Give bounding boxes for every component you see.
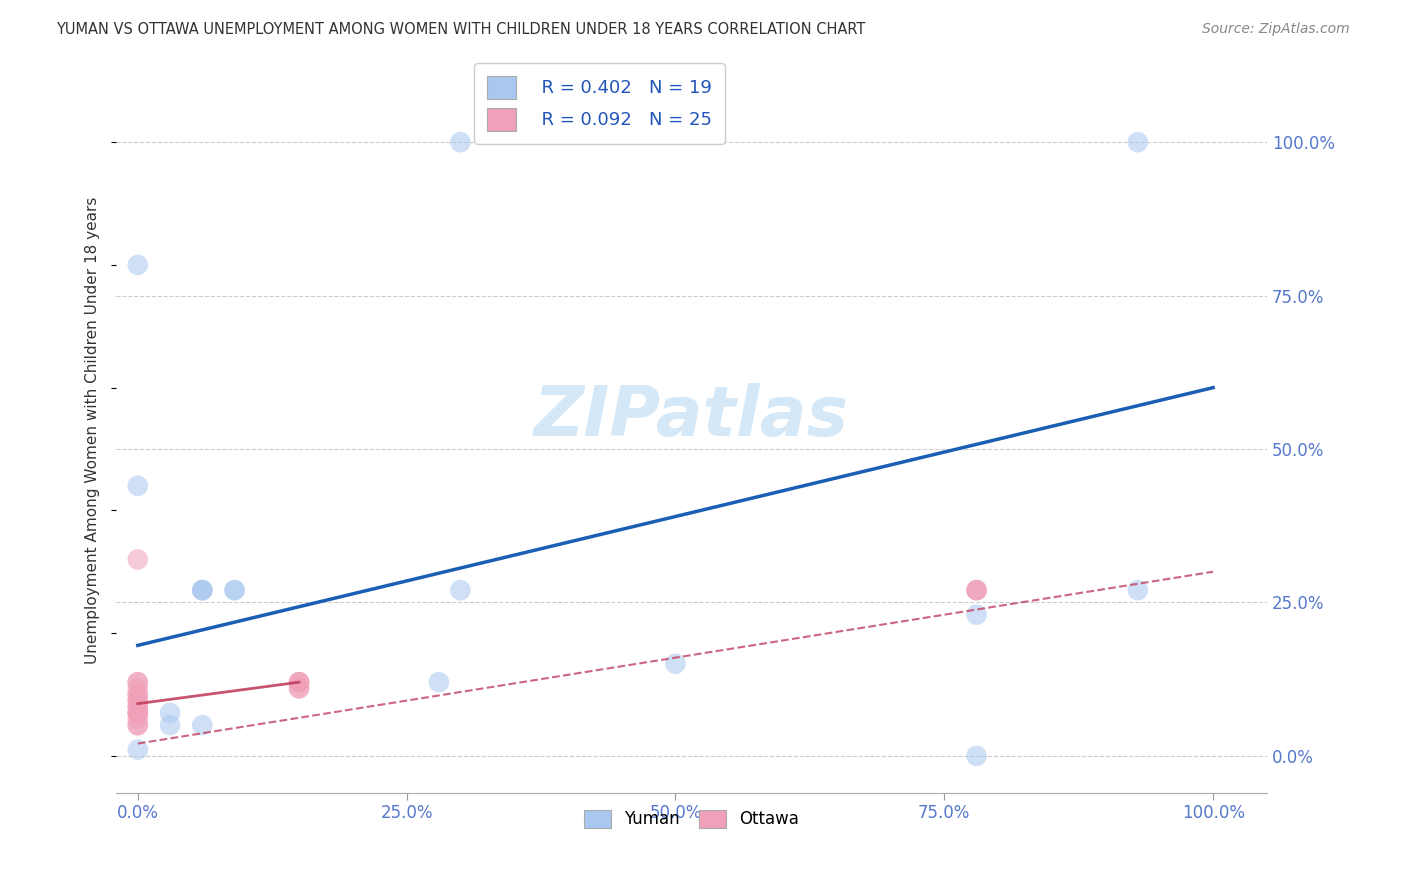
- Point: [191, 718, 214, 732]
- Point: [127, 718, 149, 732]
- Point: [127, 718, 149, 732]
- Point: [288, 681, 311, 696]
- Point: [127, 688, 149, 702]
- Point: [224, 583, 246, 598]
- Point: [127, 688, 149, 702]
- Point: [224, 583, 246, 598]
- Point: [127, 706, 149, 720]
- Y-axis label: Unemployment Among Women with Children Under 18 years: Unemployment Among Women with Children U…: [86, 197, 100, 665]
- Point: [127, 675, 149, 690]
- Point: [127, 258, 149, 272]
- Point: [191, 583, 214, 598]
- Point: [191, 583, 214, 598]
- Text: ZIPatlas: ZIPatlas: [534, 383, 849, 450]
- Point: [127, 699, 149, 714]
- Point: [159, 718, 181, 732]
- Point: [449, 135, 471, 149]
- Point: [966, 607, 988, 622]
- Point: [127, 706, 149, 720]
- Text: YUMAN VS OTTAWA UNEMPLOYMENT AMONG WOMEN WITH CHILDREN UNDER 18 YEARS CORRELATIO: YUMAN VS OTTAWA UNEMPLOYMENT AMONG WOMEN…: [56, 22, 866, 37]
- Text: Source: ZipAtlas.com: Source: ZipAtlas.com: [1202, 22, 1350, 37]
- Point: [127, 479, 149, 493]
- Point: [127, 742, 149, 756]
- Point: [127, 693, 149, 707]
- Point: [127, 675, 149, 690]
- Point: [1126, 583, 1149, 598]
- Point: [127, 706, 149, 720]
- Point: [664, 657, 686, 671]
- Point: [127, 681, 149, 696]
- Point: [1126, 135, 1149, 149]
- Point: [288, 675, 311, 690]
- Point: [159, 706, 181, 720]
- Point: [288, 675, 311, 690]
- Point: [288, 675, 311, 690]
- Legend: Yuman, Ottawa: Yuman, Ottawa: [578, 803, 806, 835]
- Point: [127, 552, 149, 566]
- Point: [127, 706, 149, 720]
- Point: [449, 583, 471, 598]
- Point: [966, 748, 988, 763]
- Point: [966, 583, 988, 598]
- Point: [966, 583, 988, 598]
- Point: [127, 693, 149, 707]
- Point: [288, 681, 311, 696]
- Point: [127, 699, 149, 714]
- Point: [966, 583, 988, 598]
- Point: [191, 583, 214, 598]
- Point: [427, 675, 450, 690]
- Point: [127, 712, 149, 726]
